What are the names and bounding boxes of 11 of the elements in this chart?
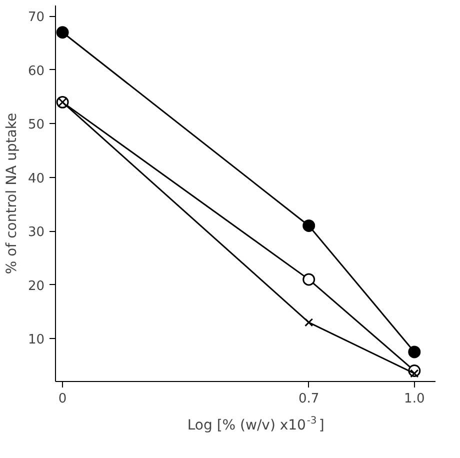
y-tick-label: 10 bbox=[28, 332, 45, 348]
y-tick-label: 70 bbox=[28, 10, 45, 26]
y-tick-label: 50 bbox=[28, 118, 45, 133]
y-tick-label: 30 bbox=[28, 225, 45, 240]
y-axis-title: % of control NA uptake bbox=[4, 112, 20, 274]
y-tick-label: 20 bbox=[28, 278, 45, 294]
x-tick-label: 0.7 bbox=[298, 392, 320, 406]
y-tick-label: 60 bbox=[28, 64, 45, 79]
x-tick-label: 1.0 bbox=[404, 392, 425, 406]
x-tick-label: 0 bbox=[58, 392, 67, 406]
y-tick-label: 40 bbox=[28, 171, 45, 186]
